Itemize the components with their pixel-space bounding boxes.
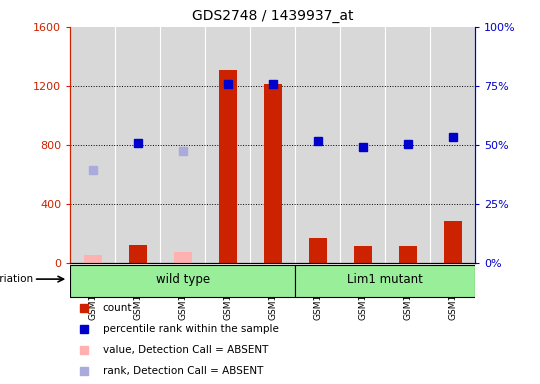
Text: genotype/variation: genotype/variation bbox=[0, 274, 34, 284]
Bar bbox=[385, 27, 430, 263]
Bar bbox=[430, 27, 475, 263]
Bar bbox=[160, 27, 205, 263]
Bar bbox=[219, 70, 237, 263]
Text: Lim1 mutant: Lim1 mutant bbox=[347, 273, 423, 286]
Bar bbox=[115, 27, 160, 263]
Bar bbox=[399, 247, 417, 263]
Bar bbox=[84, 255, 102, 263]
Bar bbox=[205, 27, 250, 263]
FancyBboxPatch shape bbox=[295, 265, 475, 297]
Text: rank, Detection Call = ABSENT: rank, Detection Call = ABSENT bbox=[103, 366, 263, 376]
Bar bbox=[264, 84, 282, 263]
Bar bbox=[129, 245, 147, 263]
Bar bbox=[340, 27, 385, 263]
Title: GDS2748 / 1439937_at: GDS2748 / 1439937_at bbox=[192, 9, 354, 23]
Bar bbox=[295, 27, 340, 263]
FancyBboxPatch shape bbox=[70, 265, 295, 297]
Bar bbox=[444, 222, 462, 263]
Bar bbox=[309, 238, 327, 263]
Bar bbox=[354, 247, 372, 263]
Bar bbox=[174, 252, 192, 263]
Text: percentile rank within the sample: percentile rank within the sample bbox=[103, 324, 279, 334]
Text: value, Detection Call = ABSENT: value, Detection Call = ABSENT bbox=[103, 345, 268, 355]
Text: wild type: wild type bbox=[156, 273, 210, 286]
Text: count: count bbox=[103, 303, 132, 313]
Bar bbox=[70, 27, 115, 263]
Bar bbox=[250, 27, 295, 263]
